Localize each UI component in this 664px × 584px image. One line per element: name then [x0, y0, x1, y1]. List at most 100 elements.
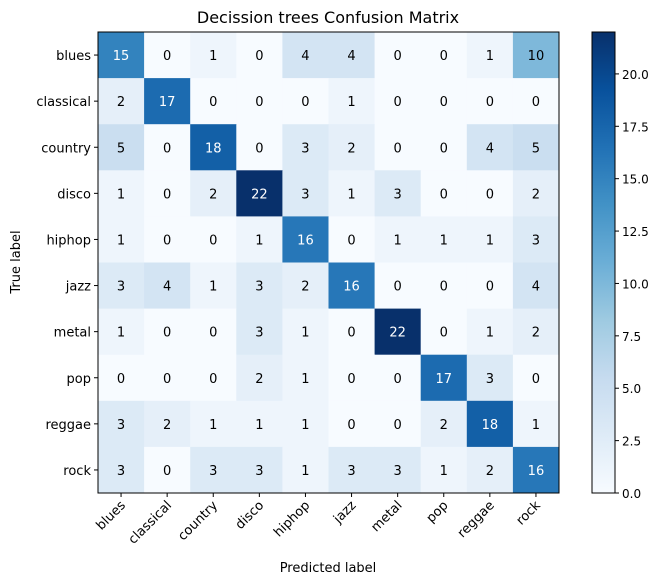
y-tick-label: blues: [56, 49, 91, 64]
cell-value: 1: [486, 233, 494, 248]
cell-value: 1: [532, 418, 540, 433]
heatmap-cell: [466, 262, 514, 310]
cell-value: 2: [209, 187, 217, 202]
cell-value: 2: [117, 95, 125, 110]
cell-value: 1: [301, 418, 309, 433]
cell-value: 0: [163, 141, 171, 156]
colorbar-tick-label: 5.0: [622, 382, 641, 396]
x-axis-label: Predicted label: [280, 561, 377, 576]
heatmap-cell: [144, 170, 191, 217]
cell-value: 4: [301, 49, 309, 64]
heatmap-cell: [420, 170, 468, 217]
heatmap-cell: [466, 32, 514, 79]
cell-value: 10: [528, 49, 545, 64]
cell-value: 0: [486, 280, 494, 295]
heatmap-cell: [144, 308, 191, 356]
heatmap-cell: [144, 446, 191, 494]
heatmap-cell: [190, 216, 237, 263]
heatmap-cell: [236, 308, 283, 356]
colorbar-tick-label: 17.5: [622, 120, 649, 134]
heatmap-cell: [466, 78, 514, 125]
colorbar-tick-label: 2.5: [622, 435, 641, 449]
heatmap-cell: [420, 262, 468, 310]
heatmap-cell: [512, 170, 560, 217]
colorbar-tick-label: 15.0: [622, 173, 649, 187]
cell-value: 3: [117, 418, 125, 433]
y-tick-label: classical: [36, 95, 91, 110]
heatmap-cell: [98, 216, 145, 263]
cell-value: 2: [255, 372, 263, 387]
cell-value: 0: [440, 95, 448, 110]
heatmap-cell: [374, 124, 422, 171]
cell-value: 3: [347, 464, 355, 479]
heatmap-cell: [282, 124, 329, 171]
heatmap-cell: [328, 78, 376, 125]
cell-value: 3: [394, 187, 402, 202]
cell-value: 0: [347, 372, 355, 387]
heatmap-cell: [144, 262, 191, 310]
heatmap-cell: [420, 308, 468, 356]
heatmap-cell: [328, 216, 376, 263]
heatmap-cell: [236, 400, 283, 448]
heatmap-cells: [98, 32, 560, 494]
cell-value: 2: [532, 187, 540, 202]
heatmap-cell: [144, 32, 191, 79]
cell-value: 1: [117, 326, 125, 341]
x-tick-label: pop: [424, 498, 452, 526]
cell-value: 3: [255, 280, 263, 295]
cell-value: 0: [486, 187, 494, 202]
heatmap-cell: [98, 170, 145, 217]
cell-value: 0: [440, 187, 448, 202]
heatmap-cell: [282, 170, 329, 217]
cell-value: 0: [163, 49, 171, 64]
heatmap-cell: [420, 446, 468, 494]
heatmap-cell: [466, 216, 514, 263]
cell-value: 0: [301, 95, 309, 110]
heatmap-cell: [420, 354, 468, 402]
heatmap-cell: [328, 354, 376, 402]
heatmap-cell: [282, 400, 329, 448]
heatmap-cell: [236, 124, 283, 171]
heatmap-cell: [512, 354, 560, 402]
cell-value: 1: [301, 372, 309, 387]
y-tick-label: disco: [57, 187, 91, 202]
cell-value: 0: [347, 233, 355, 248]
cell-value: 16: [297, 233, 314, 248]
heatmap-cell: [512, 32, 560, 79]
heatmap-cell: [190, 32, 237, 79]
x-tick-label: hiphop: [271, 498, 313, 540]
heatmap-cell: [466, 354, 514, 402]
heatmap-cell: [190, 446, 237, 494]
heatmap-cell: [98, 308, 145, 356]
cell-value: 3: [209, 464, 217, 479]
cell-value: 3: [255, 464, 263, 479]
colorbar-tick-label: 12.5: [622, 225, 649, 239]
heatmap-cell: [512, 446, 560, 494]
heatmap-cell: [328, 32, 376, 79]
heatmap-cell: [512, 308, 560, 356]
cell-value: 1: [255, 418, 263, 433]
heatmap-cell: [190, 308, 237, 356]
cell-value: 0: [163, 372, 171, 387]
cell-value: 2: [163, 418, 171, 433]
heatmap-cell: [374, 354, 422, 402]
heatmap-cell: [466, 400, 514, 448]
heatmap-cell: [374, 216, 422, 263]
heatmap-cell: [236, 354, 283, 402]
x-tick-label: metal: [368, 498, 405, 535]
heatmap-cell: [374, 446, 422, 494]
cell-value: 0: [209, 233, 217, 248]
cell-value: 1: [117, 233, 125, 248]
heatmap-cell: [236, 446, 283, 494]
cell-value: 22: [389, 326, 406, 341]
heatmap-cell: [374, 32, 422, 79]
cell-value: 17: [159, 95, 176, 110]
cell-value: 4: [486, 141, 494, 156]
y-axis-label: True label: [9, 230, 24, 294]
heatmap-cell: [190, 354, 237, 402]
heatmap-cell: [98, 354, 145, 402]
cell-value: 0: [532, 372, 540, 387]
y-tick-label: country: [41, 141, 91, 156]
